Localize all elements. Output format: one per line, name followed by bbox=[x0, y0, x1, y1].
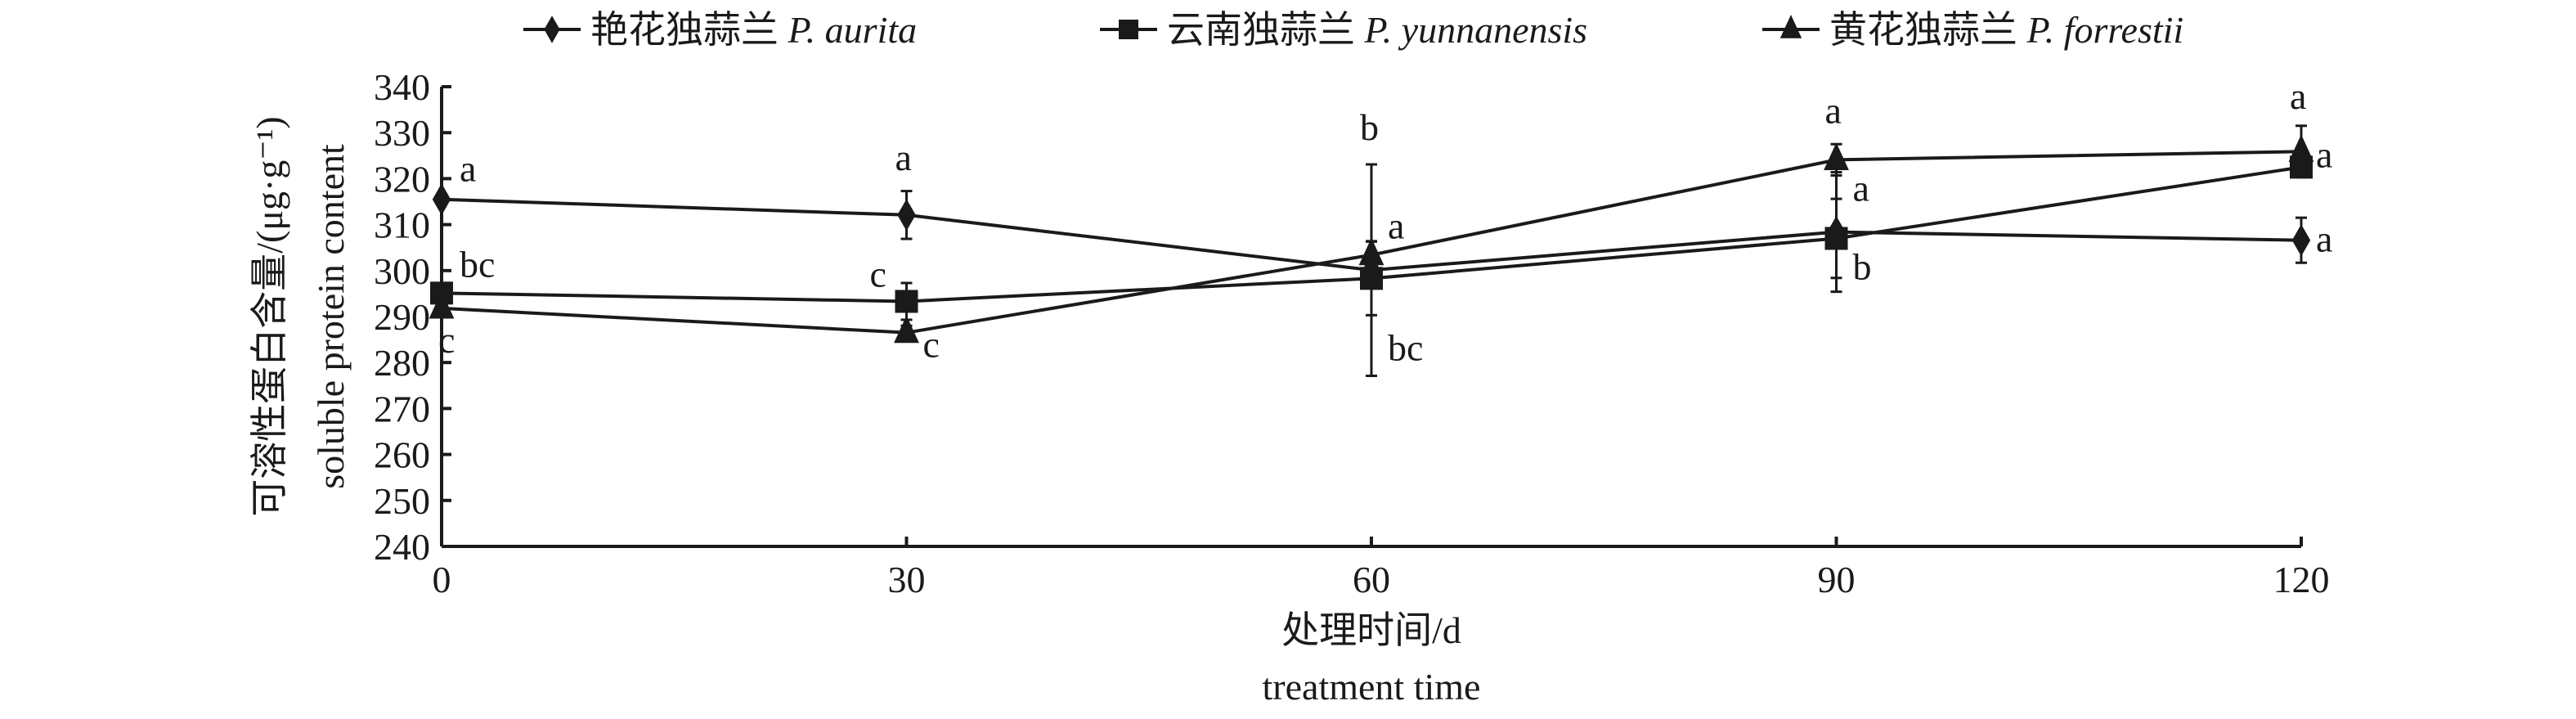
significance-letter: a bbox=[1825, 89, 1842, 131]
triangle-marker bbox=[894, 315, 919, 344]
significance-letter: b bbox=[1853, 245, 1872, 287]
square-marker bbox=[895, 290, 918, 313]
significance-letter: b bbox=[1360, 106, 1379, 148]
square-marker bbox=[1824, 227, 1848, 250]
legend: 艳花独蒜兰 P. aurita 云南独蒜兰 P. yunnanensis 黄花独蒜兰… bbox=[523, 9, 2183, 51]
y-tick-label: 260 bbox=[374, 434, 430, 476]
legend-entry: 艳花独蒜兰 P. aurita bbox=[590, 9, 917, 51]
diamond-marker bbox=[897, 199, 916, 231]
y-tick-label: 340 bbox=[374, 66, 430, 108]
x-tick-label: 60 bbox=[1353, 559, 1390, 600]
x-tick-label: 120 bbox=[2273, 559, 2330, 600]
significance-letter: a bbox=[1388, 205, 1404, 247]
legend-entry: 云南独蒜兰 P. yunnanensis bbox=[1167, 9, 1587, 51]
significance-letter: a bbox=[2316, 133, 2332, 175]
diamond-marker bbox=[2291, 224, 2311, 257]
legend-cn: 艳花独蒜兰 bbox=[590, 9, 788, 51]
diamond-marker bbox=[432, 183, 451, 216]
y-tick-label: 330 bbox=[374, 112, 430, 154]
legend-cn: 云南独蒜兰 bbox=[1167, 9, 1365, 51]
y-axis-label: 可溶性蛋白含量/(μg·g⁻¹) bbox=[249, 116, 290, 516]
legend-latin: P. yunnanensis bbox=[1364, 9, 1588, 51]
y-tick-label: 310 bbox=[374, 204, 430, 246]
x-tick-label: 0 bbox=[433, 559, 451, 600]
triangle-marker bbox=[1824, 142, 1849, 170]
x-tick-label: 30 bbox=[888, 559, 926, 600]
legend-latin: P. forrestii bbox=[2026, 9, 2184, 51]
triangle-marker bbox=[2288, 134, 2314, 162]
significance-letter: c bbox=[438, 319, 455, 361]
y-tick-label: 300 bbox=[374, 250, 430, 292]
y-tick-label: 280 bbox=[374, 342, 430, 384]
series-triangle: c caa a bbox=[429, 75, 2314, 366]
x-axis-label-en: treatment time bbox=[1263, 666, 1481, 708]
legend-latin: P. aurita bbox=[788, 9, 918, 51]
y-tick-label: 320 bbox=[374, 158, 430, 200]
triangle-marker bbox=[1779, 15, 1802, 38]
y-tick-label: 240 bbox=[374, 526, 430, 568]
triangle-marker bbox=[429, 290, 455, 319]
square-marker bbox=[1360, 267, 1383, 290]
y-tick-label: 290 bbox=[374, 296, 430, 338]
significance-letter: a bbox=[460, 148, 476, 190]
y-tick-label: 270 bbox=[374, 388, 430, 429]
significance-letter: a bbox=[2290, 75, 2306, 117]
significance-letter: c bbox=[923, 324, 940, 366]
significance-letter: c bbox=[870, 253, 886, 294]
y-tick-label: 250 bbox=[374, 480, 430, 522]
triangle-marker bbox=[1358, 237, 1384, 266]
significance-letter: bc bbox=[1388, 326, 1423, 368]
x-tick-label: 90 bbox=[1818, 559, 1856, 600]
legend-entry: 黄花独蒜兰 P. forrestii bbox=[1829, 9, 2183, 51]
x-axis-label: 处理时间/d bbox=[1281, 609, 1461, 651]
significance-letter: a bbox=[1853, 168, 1869, 209]
square-marker bbox=[1119, 20, 1138, 39]
diamond-marker bbox=[544, 16, 560, 43]
significance-letter: bc bbox=[460, 243, 495, 285]
significance-letter: a bbox=[2316, 218, 2332, 260]
legend-cn: 黄花独蒜兰 bbox=[1829, 9, 2027, 51]
significance-letter: a bbox=[895, 137, 912, 178]
y-axis-label-en: soluble protein content bbox=[310, 144, 352, 489]
